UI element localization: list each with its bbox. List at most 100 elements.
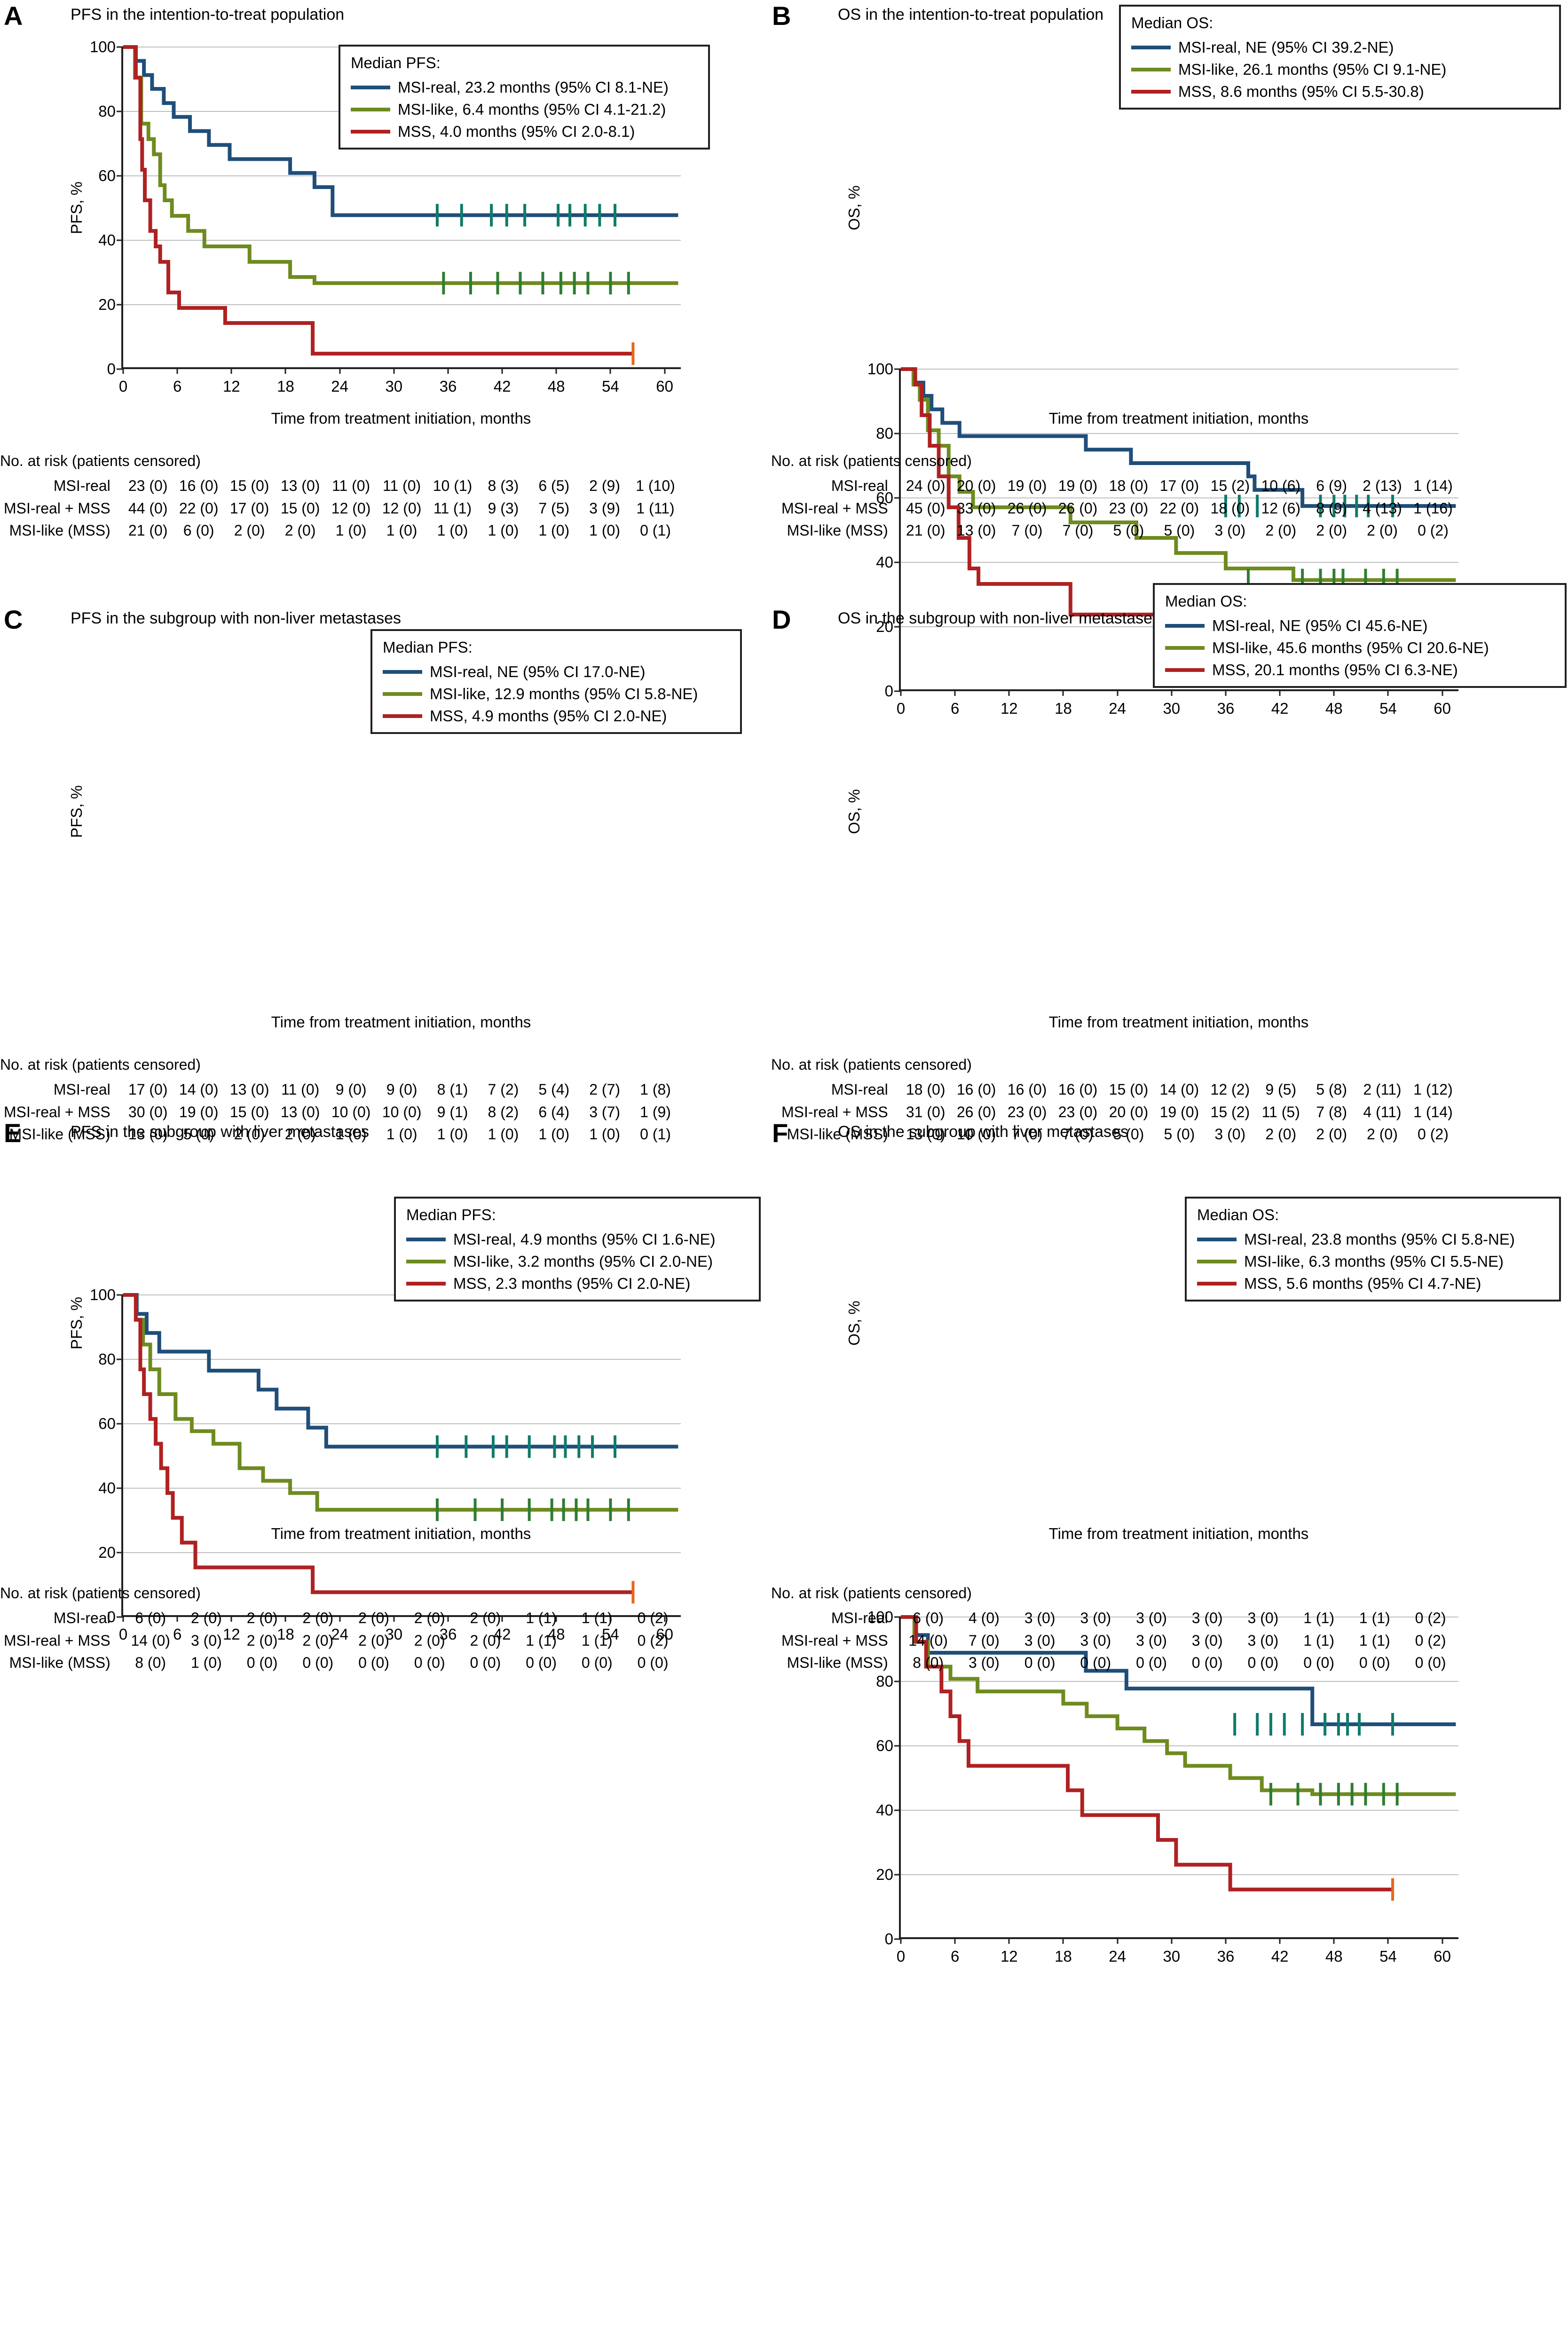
legend-title-f: Median OS:	[1197, 1206, 1279, 1223]
risk-row-label-f-0: MSI-real	[831, 1609, 888, 1626]
risk-cell-a-0-4: 11 (0)	[331, 477, 370, 494]
risk-cell-d-0-10: 1 (12)	[1413, 1081, 1453, 1098]
risk-cell-c-2-7: 1 (0)	[488, 1126, 519, 1143]
risk-cell-a-2-2: 2 (0)	[234, 522, 265, 539]
risk-cell-c-1-7: 8 (2)	[488, 1103, 519, 1120]
xtick-label-b-48: 48	[1325, 700, 1343, 717]
risk-table-e: MSI-real 6 (0) 2 (0) 2 (0) 2 (0) 2 (0) 2 (0) 2 …	[4, 1607, 681, 1674]
legend-d: Median OS: MSI-real, NE (95% CI 45.6-NE) M…	[1153, 583, 1567, 688]
ytick-mark-b-60	[894, 497, 901, 499]
ytick-mark-b-100	[894, 368, 901, 370]
legend-row-a-2: MSS, 4.0 months (95% CI 2.0-8.1)	[351, 124, 698, 139]
risk-cell-b-1-5: 22 (0)	[1159, 499, 1199, 517]
risk-cell-d-0-7: 9 (5)	[1265, 1081, 1297, 1098]
risk-cell-a-2-0: 21 (0)	[128, 522, 168, 539]
ytick-mark-a-20	[117, 304, 123, 306]
risk-cell-d-2-1: 10 (0)	[956, 1126, 996, 1143]
risk-cell-e-1-2: 2 (0)	[246, 1632, 278, 1649]
ytick-mark-c-80	[117, 1358, 123, 1360]
risk-cell-d-2-8: 2 (0)	[1316, 1126, 1347, 1143]
risk-cell-c-0-6: 8 (1)	[437, 1081, 468, 1098]
risk-cell-d-1-10: 1 (14)	[1413, 1103, 1453, 1120]
legend-swatch-c-1	[383, 692, 422, 696]
risk-table-b: MSI-real 24 (0) 20 (0) 19 (0) 19 (0) 18 (0) 17…	[781, 475, 1458, 542]
risk-table-a: MSI-real 23 (0) 16 (0) 15 (0) 13 (0) 11 (0) 11…	[4, 475, 681, 542]
legend-row-e-0: MSI-real, 4.9 months (95% CI 1.6-NE)	[406, 1231, 749, 1247]
ytick-label-b-60: 60	[876, 489, 893, 506]
risk-cell-f-1-3: 3 (0)	[1080, 1632, 1111, 1649]
risk-cell-b-1-6: 18 (0)	[1210, 499, 1250, 517]
risk-cell-d-2-7: 2 (0)	[1265, 1126, 1297, 1143]
ytick-label-a-40: 40	[98, 231, 116, 249]
risk-cell-e-2-9: 0 (0)	[637, 1654, 669, 1672]
ytick-mark-a-0	[117, 368, 123, 370]
legend-swatch-d-2	[1165, 668, 1205, 672]
risk-cell-f-1-6: 3 (0)	[1247, 1632, 1279, 1649]
panel-letter-d: D	[772, 605, 791, 634]
ytick-mark-b-20	[894, 626, 901, 628]
gridline-c-60	[123, 1423, 681, 1424]
survival-curves-c	[123, 1293, 678, 1604]
legend-swatch-d-0	[1165, 623, 1205, 628]
xtick-label-d-54: 54	[1379, 1948, 1397, 1965]
risk-table-row-a-1: MSI-real + MSS 44 (0) 22 (0) 17 (0) 15 (0) 12…	[4, 497, 681, 520]
xtick-label-b-36: 36	[1217, 700, 1235, 717]
x-axis-title-b: Time from treatment initiation, months	[1048, 410, 1309, 427]
x-axis-title-c: Time from treatment initiation, months	[271, 1013, 531, 1031]
risk-cell-f-2-5: 0 (0)	[1191, 1654, 1223, 1672]
xtick-label-a-24: 24	[331, 378, 348, 395]
curve-a-msi-like	[123, 45, 678, 285]
legend-label-a-1: MSI-like, 6.4 months (95% CI 4.1-21.2)	[398, 101, 666, 118]
risk-cell-f-2-3: 0 (0)	[1080, 1654, 1111, 1672]
risk-cell-d-2-4: 5 (0)	[1113, 1126, 1144, 1143]
legend-label-b-0: MSI-real, NE (95% CI 39.2-NE)	[1178, 39, 1394, 56]
risk-cell-b-1-3: 26 (0)	[1058, 499, 1098, 517]
risk-cell-c-1-3: 13 (0)	[280, 1103, 320, 1120]
risk-cell-d-1-3: 23 (0)	[1058, 1103, 1098, 1120]
legend-row-d-1: MSI-like, 45.6 months (95% CI 20.6-NE)	[1165, 640, 1554, 655]
risk-table-row-c-0: MSI-real 17 (0) 14 (0) 13 (0) 11 (0) 9 (0) 9 (…	[4, 1079, 681, 1101]
legend-label-f-2: MSS, 5.6 months (95% CI 4.7-NE)	[1244, 1275, 1481, 1292]
risk-cell-b-2-0: 21 (0)	[906, 522, 946, 539]
risk-cell-b-0-3: 19 (0)	[1058, 477, 1098, 494]
risk-cell-c-0-3: 11 (0)	[281, 1081, 320, 1098]
panel-letter-b: B	[772, 1, 791, 31]
risk-cell-c-1-6: 9 (1)	[437, 1103, 468, 1120]
risk-cell-e-1-0: 14 (0)	[131, 1632, 170, 1649]
risk-cell-c-2-10: 0 (1)	[640, 1126, 671, 1143]
risk-cell-e-0-4: 2 (0)	[358, 1609, 389, 1626]
legend-row-f-1: MSI-like, 6.3 months (95% CI 5.5-NE)	[1197, 1254, 1549, 1269]
risk-cell-a-0-9: 2 (9)	[589, 477, 620, 494]
xtick-mark-a-24	[339, 367, 341, 374]
risk-table-row-c-2: MSI-like (MSS) 13 (0) 5 (0) 2 (0) 2 (0) 1 (0)…	[4, 1123, 681, 1146]
gridline-c-40	[123, 1488, 681, 1489]
legend-label-e-1: MSI-like, 3.2 months (95% CI 2.0-NE)	[453, 1253, 713, 1270]
xtick-label-d-60: 60	[1434, 1948, 1451, 1965]
legend-row-c-2: MSS, 4.9 months (95% CI 2.0-NE)	[383, 708, 730, 724]
legend-swatch-e-0	[406, 1237, 446, 1241]
risk-table-caption-a: No. at risk (patients censored)	[0, 452, 201, 469]
risk-cell-d-0-6: 12 (2)	[1210, 1081, 1250, 1098]
y-axis-title-c: PFS, %	[68, 785, 85, 838]
risk-table-caption-b: No. at risk (patients censored)	[771, 452, 972, 469]
legend-swatch-e-2	[406, 1281, 446, 1286]
x-axis-title-f: Time from treatment initiation, months	[1048, 1525, 1309, 1542]
legend-row-b-0: MSI-real, NE (95% CI 39.2-NE)	[1131, 39, 1549, 55]
legend-swatch-b-2	[1131, 89, 1171, 94]
xtick-label-d-30: 30	[1163, 1948, 1181, 1965]
xtick-mark-a-42	[501, 367, 503, 374]
xtick-label-a-54: 54	[602, 378, 619, 395]
risk-cell-a-1-6: 11 (1)	[433, 499, 472, 517]
gridline-b-80	[901, 433, 1458, 434]
xtick-label-d-18: 18	[1055, 1948, 1072, 1965]
risk-cell-c-2-3: 2 (0)	[284, 1126, 316, 1143]
risk-cell-c-0-1: 14 (0)	[179, 1081, 219, 1098]
legend-label-c-1: MSI-like, 12.9 months (95% CI 5.8-NE)	[430, 685, 698, 702]
risk-cell-c-2-4: 1 (0)	[335, 1126, 367, 1143]
risk-cell-f-2-8: 0 (0)	[1359, 1654, 1390, 1672]
risk-cell-e-2-5: 0 (0)	[414, 1654, 445, 1672]
risk-cell-a-2-5: 1 (0)	[386, 522, 418, 539]
risk-cell-a-1-10: 1 (11)	[636, 499, 675, 517]
risk-cell-c-1-5: 10 (0)	[382, 1103, 422, 1120]
xtick-mark-b-60	[1442, 689, 1443, 696]
